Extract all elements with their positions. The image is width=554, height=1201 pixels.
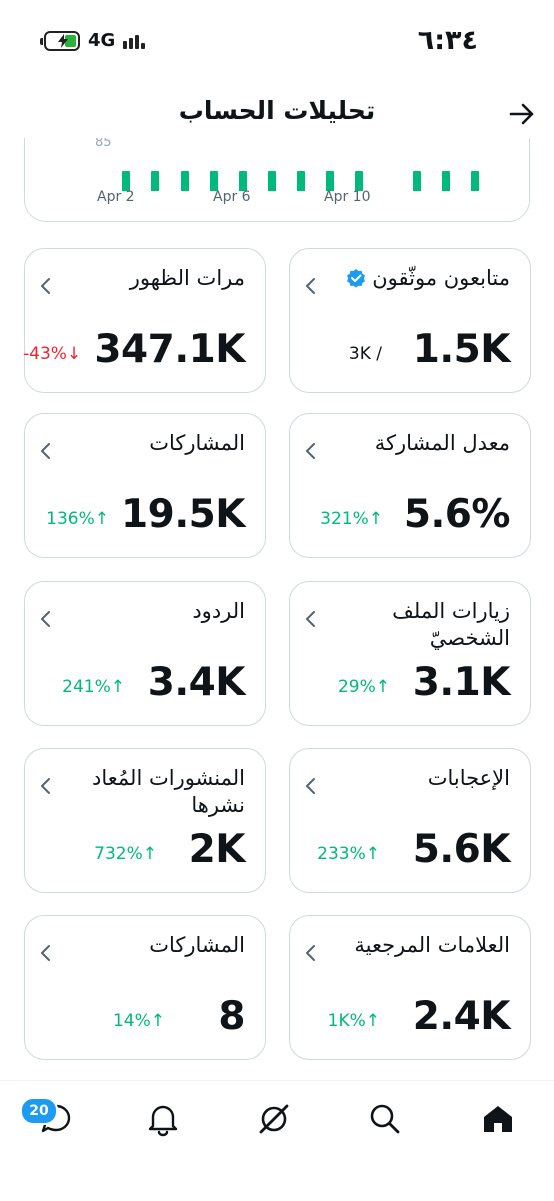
stat-card-value: 347.1K [94, 327, 245, 372]
chevron-left-icon [41, 443, 50, 459]
stat-card-title: مرات الظهور [129, 266, 245, 290]
stat-card-replies[interactable]: الردود 3.4K 241%↑ [24, 581, 266, 726]
impressions-chart-card: 85 Apr 2 Apr 6 Apr 10 [24, 100, 530, 222]
stat-card-engagement-rate[interactable]: معدل المشاركة 5.6% 321%↑ [289, 413, 531, 558]
chart-bar [181, 171, 189, 201]
stat-card-title: متابعون موثّقون [335, 265, 510, 292]
stat-card-value: 2K [188, 827, 246, 872]
stat-card-value: 1.5K [412, 327, 511, 372]
stat-card-title: العلامات المرجعية [354, 933, 510, 957]
chart-bar [122, 171, 130, 201]
stat-card-change: 14%↑ [112, 1011, 165, 1031]
stat-card-value: 19.5K [121, 492, 245, 537]
arrow-right-icon[interactable] [508, 100, 536, 128]
chevron-left-icon [41, 778, 50, 794]
chevron-left-icon [306, 778, 315, 794]
stat-card-impressions[interactable]: مرات الظهور 347.1K -43%↓ [23, 248, 266, 393]
stat-card-change: 3K / [348, 344, 382, 364]
stat-card-change: 241%↑ [62, 677, 125, 697]
stat-card-change: 136%↑ [46, 509, 109, 529]
stat-card-title: معدل المشاركة [374, 431, 510, 455]
header: تحليلات الحساب [0, 90, 554, 138]
stat-card-title: المشاركات [149, 933, 245, 957]
search-icon[interactable] [367, 1101, 403, 1137]
messages-badge: 20 [20, 1097, 58, 1125]
bottom-nav: 20 [0, 1080, 554, 1201]
status-time: ٦:٣٤ [417, 25, 478, 56]
chevron-left-icon [306, 945, 315, 961]
chart-tick-label: Apr 10 [324, 189, 371, 205]
stat-card-title: زيارات الملف الشخصيّ [392, 599, 510, 650]
stat-card-title: المشاركات [149, 431, 245, 455]
stat-card-change: 1K%↑ [327, 1011, 380, 1031]
stat-card-title: الإعجابات [427, 766, 510, 790]
page-title: تحليلات الحساب [178, 96, 376, 125]
stat-card-engagements[interactable]: المشاركات 19.5K 136%↑ [24, 413, 266, 558]
chart-bars [55, 145, 529, 215]
signal-icon [123, 33, 146, 49]
chart-bar [297, 171, 305, 201]
chart-bar [326, 171, 334, 201]
chart-tick-label: Apr 6 [213, 189, 251, 205]
stat-card-change: 29%↑ [337, 677, 390, 697]
chart-bar [442, 171, 450, 201]
stat-card-profile-visits[interactable]: زيارات الملف الشخصيّ 3.1K 29%↑ [289, 581, 531, 726]
chevron-left-icon [306, 278, 315, 294]
stat-card-title: الردود [192, 599, 245, 623]
chart-bar [151, 171, 159, 201]
verified-badge-icon [347, 269, 366, 288]
network-label: 4G [88, 30, 116, 51]
chevron-left-icon [41, 611, 50, 627]
stat-card-value: 2.4K [412, 994, 511, 1039]
stat-card-value: 8 [218, 994, 245, 1039]
stat-card-reposts[interactable]: المنشورات المُعاد نشرها 2K 732%↑ [24, 748, 266, 893]
stat-card-value: 5.6% [403, 492, 511, 537]
chevron-left-icon [306, 443, 315, 459]
stat-card-change: 233%↑ [317, 844, 380, 864]
stat-card-bookmarks[interactable]: العلامات المرجعية 2.4K 1K%↑ [289, 915, 531, 1060]
stat-card-change: 321%↑ [320, 509, 383, 529]
stat-card-change: -43%↓ [23, 344, 82, 364]
stat-card-verified-followers[interactable]: متابعون موثّقون 1.5K 3K / [289, 248, 531, 393]
chart-bar [413, 171, 421, 201]
stat-card-value: 3.1K [412, 660, 511, 705]
status-bar: 4G ٦:٣٤ [0, 0, 554, 85]
chart-bar [471, 171, 479, 201]
chevron-left-icon [306, 611, 315, 627]
bell-icon[interactable] [145, 1101, 181, 1137]
stat-card-value: 3.4K [147, 660, 246, 705]
stat-card-change: 732%↑ [94, 844, 157, 864]
stat-card-shares[interactable]: المشاركات 8 14%↑ [24, 915, 266, 1060]
chart-bar [268, 171, 276, 201]
chevron-left-icon [41, 945, 50, 961]
chart-y-label: 85 [95, 135, 112, 150]
grok-icon[interactable] [256, 1101, 292, 1137]
stat-card-likes[interactable]: الإعجابات 5.6K 233%↑ [289, 748, 531, 893]
home-icon[interactable] [480, 1101, 516, 1137]
chart-bar [355, 171, 363, 201]
chart-tick-label: Apr 2 [97, 189, 135, 205]
stat-card-value: 5.6K [412, 827, 511, 872]
chart-bar [239, 171, 247, 201]
battery-icon [40, 30, 80, 51]
chart-bar [210, 171, 218, 201]
chevron-left-icon [41, 278, 50, 294]
status-indicators: 4G [40, 30, 146, 51]
stat-card-title: المنشورات المُعاد نشرها [92, 766, 245, 817]
